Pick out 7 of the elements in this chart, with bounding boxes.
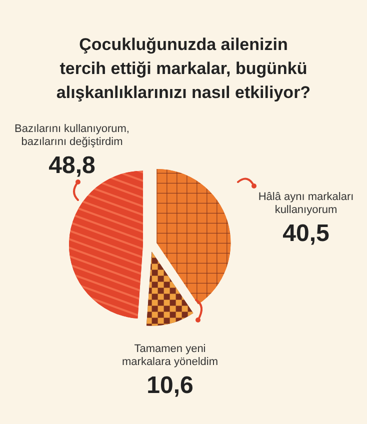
slice-label: Tamamen yeni markalara yöneldim xyxy=(122,343,218,368)
data-label: 10,6 xyxy=(146,372,194,399)
data-label: 48,8 xyxy=(48,152,96,179)
slice-label: Hâlâ aynı markaları kullanıyorum xyxy=(258,191,354,216)
chart-title: Çocukluğunuzda ailenizin tercih ettiği markalar, bugünkü alışkanlıklarınızı nasıl etkiliyor? xyxy=(56,35,311,102)
data-label: 40,5 xyxy=(282,220,330,247)
slice-label: Bazılarını kullanıyorum, bazılarını değiştirdim xyxy=(14,123,130,148)
